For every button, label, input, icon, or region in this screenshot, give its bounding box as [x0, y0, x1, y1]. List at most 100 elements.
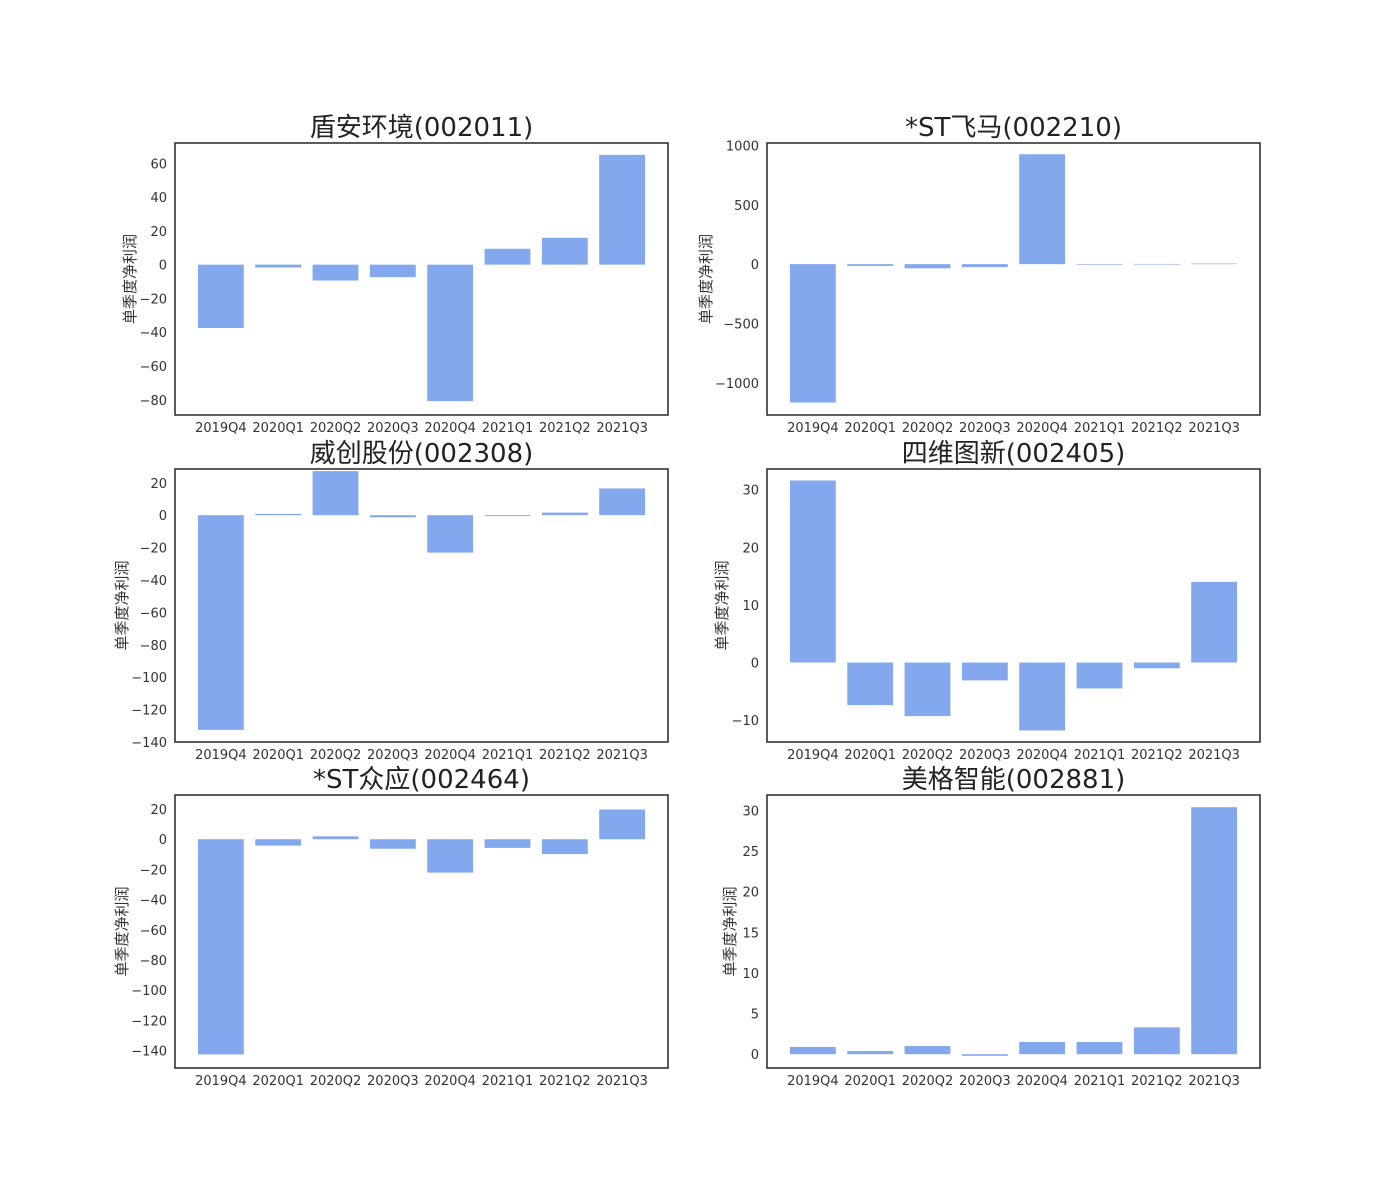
y-axis-label: 单季度净利润	[113, 886, 131, 976]
y-tick-label: 15	[742, 926, 759, 941]
bar-2020q3	[369, 839, 416, 849]
bar-2020q4	[1019, 1042, 1066, 1055]
bar-2019q4	[197, 515, 244, 730]
bar-2020q4	[427, 264, 474, 402]
y-tick-label: −100	[131, 671, 167, 686]
chart-panel-2: −1000 −500 0 500 1000 2019Q4 2020Q1 2020Q2 2020Q…	[697, 113, 1261, 436]
x-tick-label: 2021Q2	[539, 1074, 591, 1089]
y-tick-label: 5	[751, 1008, 759, 1023]
x-tick-label: 2021Q1	[482, 421, 534, 436]
x-tick-label: 2020Q2	[902, 748, 954, 763]
x-tick-label: 2021Q2	[1131, 421, 1183, 436]
y-tick-label: −20	[140, 863, 167, 878]
x-tick-label: 2020Q2	[902, 421, 954, 436]
bar-2020q3	[961, 662, 1008, 681]
y-tick-label: −500	[723, 318, 759, 333]
bar-2020q4	[427, 839, 474, 873]
bar-2019q4	[789, 264, 836, 403]
bar-2020q1	[847, 264, 894, 266]
bar-2021q3	[1191, 807, 1238, 1055]
bar-2019q4	[197, 839, 244, 1055]
bar-2020q2	[904, 662, 951, 717]
bar-2020q2	[312, 264, 359, 281]
x-tick-label: 2020Q3	[959, 1074, 1011, 1089]
x-tick-label: 2020Q4	[424, 421, 476, 436]
y-tick-label: −80	[140, 394, 167, 409]
y-tick-label: 500	[734, 199, 759, 214]
plot-frame	[766, 794, 1261, 1069]
bar-2021q2	[1133, 1027, 1180, 1055]
y-tick-label: 30	[742, 484, 759, 499]
y-tick-label: −20	[140, 542, 167, 557]
bar-2021q1	[484, 515, 531, 517]
y-tick-label: 1000	[726, 139, 759, 154]
y-tick-label: 0	[751, 657, 759, 672]
x-tick-label: 2020Q1	[252, 421, 304, 436]
bar-2021q3	[599, 154, 646, 265]
plot-frame	[766, 468, 1261, 743]
y-tick-label: 25	[742, 845, 759, 860]
y-tick-label: 10	[742, 967, 759, 982]
x-tick-label: 2021Q3	[1188, 1074, 1240, 1089]
bar-2020q2	[312, 471, 359, 516]
x-tick-label: 2021Q1	[1074, 748, 1126, 763]
x-tick-label: 2020Q4	[1016, 1074, 1068, 1089]
plot-frame	[174, 468, 669, 743]
y-tick-label: 0	[751, 258, 759, 273]
y-axis-label: 单季度净利润	[113, 560, 131, 650]
bar-2020q2	[904, 264, 951, 269]
bar-2020q2	[904, 1046, 951, 1055]
x-tick-label: 2021Q3	[596, 748, 648, 763]
bar-2021q3	[1191, 263, 1238, 265]
y-tick-label: −140	[131, 1045, 167, 1060]
bar-2020q3	[961, 1054, 1008, 1056]
bar-2021q1	[484, 248, 531, 265]
chart-title: 盾安环境(002011)	[310, 113, 534, 143]
bar-2019q4	[789, 480, 836, 663]
y-tick-label: 60	[150, 157, 167, 172]
x-tick-label: 2020Q4	[424, 1074, 476, 1089]
bar-2021q2	[1133, 662, 1180, 669]
bar-2020q1	[255, 264, 302, 268]
y-tick-label: 20	[742, 541, 759, 556]
y-tick-label: 0	[159, 833, 167, 848]
bar-2021q1	[1076, 662, 1123, 689]
plot-frame	[766, 142, 1261, 416]
y-tick-label: 30	[742, 804, 759, 819]
y-tick-label: −40	[140, 574, 167, 589]
y-tick-label: −140	[131, 736, 167, 751]
x-tick-label: 2019Q4	[787, 748, 839, 763]
y-axis-label: 单季度净利润	[697, 234, 715, 324]
x-tick-label: 2019Q4	[195, 421, 247, 436]
chart-title: *ST飞马(002210)	[905, 113, 1122, 143]
bar-2021q3	[599, 488, 646, 516]
chart-title: 美格智能(002881)	[902, 765, 1126, 795]
bar-2020q3	[369, 515, 416, 518]
y-tick-label: 10	[742, 599, 759, 614]
y-tick-label: −60	[140, 924, 167, 939]
x-tick-label: 2019Q4	[195, 1074, 247, 1089]
y-tick-label: 0	[159, 259, 167, 274]
plot-frame	[174, 794, 669, 1069]
y-axis-label: 单季度净利润	[721, 886, 739, 976]
y-tick-label: −120	[131, 704, 167, 719]
y-tick-label: −120	[131, 1014, 167, 1029]
bar-2021q2	[541, 512, 588, 516]
y-tick-label: −60	[140, 606, 167, 621]
y-tick-label: −10	[732, 714, 759, 729]
x-tick-label: 2020Q4	[424, 748, 476, 763]
x-tick-label: 2021Q2	[539, 748, 591, 763]
x-tick-label: 2020Q3	[367, 421, 419, 436]
x-tick-label: 2020Q1	[844, 421, 896, 436]
x-tick-label: 2021Q1	[1074, 421, 1126, 436]
x-tick-label: 2021Q2	[539, 421, 591, 436]
x-tick-label: 2020Q3	[367, 1074, 419, 1089]
bar-2021q2	[541, 237, 588, 265]
x-tick-label: 2021Q1	[1074, 1074, 1126, 1089]
y-tick-label: −100	[131, 984, 167, 999]
y-tick-label: −80	[140, 954, 167, 969]
y-tick-label: 0	[159, 509, 167, 524]
x-tick-label: 2020Q1	[844, 1074, 896, 1089]
chart-title: 四维图新(002405)	[902, 439, 1126, 469]
x-tick-label: 2021Q3	[1188, 748, 1240, 763]
